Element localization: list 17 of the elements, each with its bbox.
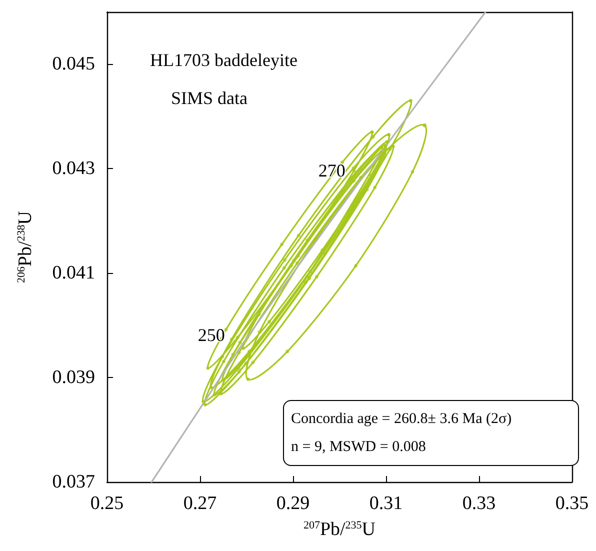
x-tick-label: 0.31 [369, 493, 403, 514]
x-tick-label: 0.27 [183, 493, 217, 514]
y-tick-label: 0.043 [52, 158, 95, 180]
y-tick-label: 0.041 [52, 262, 95, 284]
y-axis-title: 206Pb/238U [15, 210, 36, 284]
x-tick-label: 0.25 [90, 493, 124, 514]
text-box: Concordia age = 260.8± 3.6 Ma (2σ) n = 9, MSWD = 0.008 [283, 400, 579, 466]
text: HL1703 baddeleyite [150, 50, 298, 70]
y-tick-label: 0.037 [52, 472, 95, 492]
x-tick-label: 0.33 [462, 493, 496, 514]
y-tick-label: 0.045 [52, 54, 95, 75]
x-tick-label: 0.35 [555, 493, 589, 514]
annotation: n = 9, MSWD = 0.008 [291, 438, 427, 457]
x-tick-label: 0.29 [276, 493, 310, 514]
y-tick-label: 0.039 [52, 367, 95, 388]
text: SIMS data [171, 88, 248, 108]
annotation: Concordia age = 260.8± 3.6 Ma (2σ) [291, 410, 513, 429]
